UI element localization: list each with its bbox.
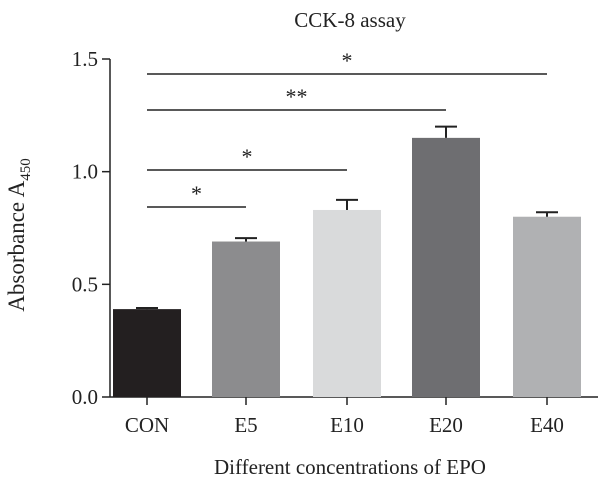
x-tick-label: E20: [429, 413, 463, 437]
x-axis-label: Different concentrations of EPO: [214, 455, 486, 479]
bar-e10: [313, 209, 381, 397]
significance-label: *: [191, 181, 202, 206]
significance-label: **: [286, 84, 308, 109]
significance-brackets: *****: [147, 48, 547, 208]
significance-label: *: [342, 48, 353, 73]
bar-e40: [513, 216, 581, 397]
x-tick-label: E10: [330, 413, 364, 437]
bar-e5: [212, 241, 280, 397]
y-axis-label-main: Absorbance A: [4, 180, 29, 311]
y-ticks: 0.0 0.5 1.0 1.5: [72, 47, 110, 409]
chart-title: CCK-8 assay: [294, 8, 406, 32]
x-ticks: CON E5 E10 E20 E40: [125, 397, 564, 437]
x-tick-label: E40: [530, 413, 564, 437]
y-tick-label: 1.5: [72, 47, 98, 71]
y-tick-label: 0.0: [72, 385, 98, 409]
x-tick-label: E5: [234, 413, 257, 437]
error-bars: [136, 125, 558, 310]
y-tick-label: 0.5: [72, 272, 98, 296]
significance-label: *: [242, 144, 253, 169]
bar-con: [113, 309, 181, 397]
y-axis-label-subscript: 450: [18, 158, 34, 181]
x-tick-label: CON: [125, 413, 169, 437]
bars: [113, 137, 581, 397]
y-tick-label: 1.0: [72, 160, 98, 184]
bar-e20: [412, 137, 480, 397]
y-axis-label: Absorbance A450: [4, 158, 34, 311]
